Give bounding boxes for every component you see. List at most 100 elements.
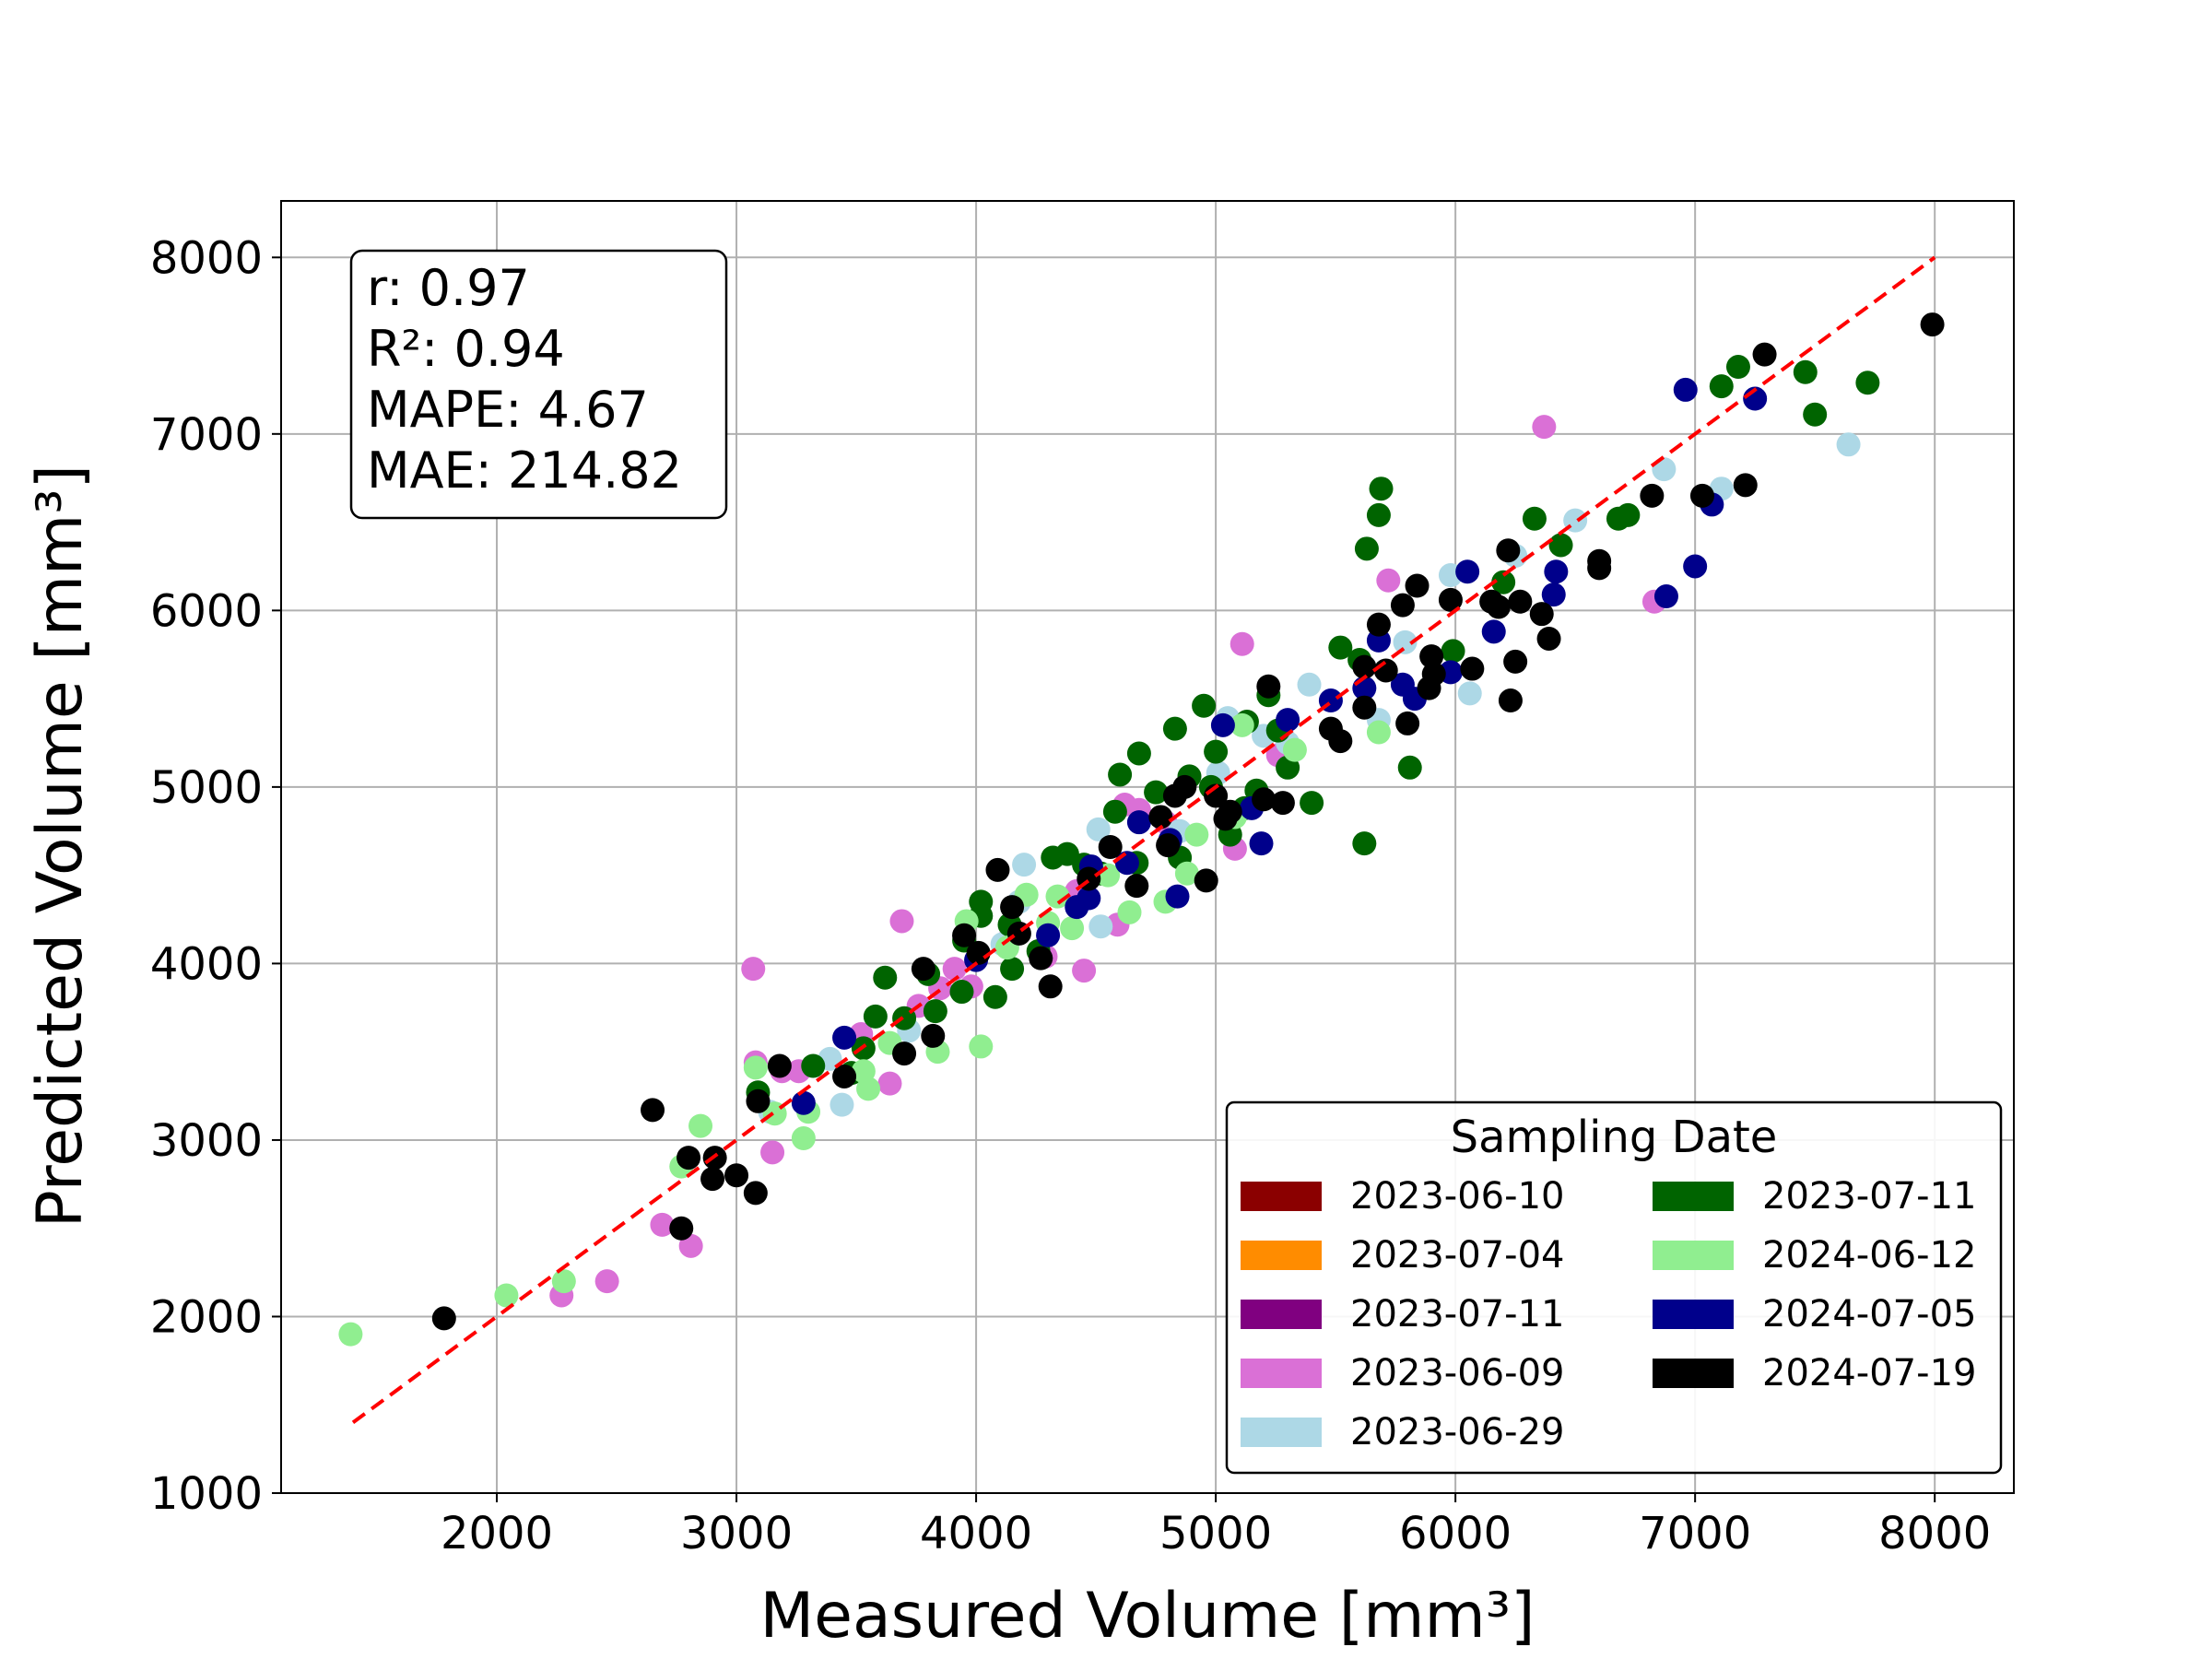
x-axis-ticks: 2000 3000 4000 5000 6000 7000 8000 bbox=[441, 1493, 1991, 1559]
data-point bbox=[1192, 693, 1217, 718]
data-point bbox=[1606, 506, 1630, 531]
legend-swatch bbox=[1653, 1241, 1734, 1270]
legend-label: 2024-07-05 bbox=[1762, 1293, 1976, 1335]
data-point bbox=[1438, 587, 1463, 612]
data-point bbox=[1172, 774, 1197, 799]
data-point bbox=[856, 1077, 881, 1101]
plot-frame bbox=[280, 200, 2015, 1494]
data-point bbox=[1270, 791, 1295, 816]
data-point bbox=[1165, 884, 1190, 909]
data-point bbox=[923, 999, 947, 1024]
legend-swatch bbox=[1241, 1241, 1322, 1270]
data-point bbox=[1393, 629, 1418, 654]
x-tick-label: 7000 bbox=[1639, 1508, 1751, 1559]
data-point bbox=[1000, 895, 1025, 920]
y-tick-label: 8000 bbox=[150, 232, 263, 284]
stat-r-squared: R²: 0.94 bbox=[367, 320, 565, 378]
data-point bbox=[1397, 755, 1422, 780]
data-point bbox=[1328, 635, 1353, 660]
data-point bbox=[969, 889, 994, 914]
legend: Sampling Date 2023-06-102023-07-042023-0… bbox=[1225, 1100, 2003, 1475]
data-point bbox=[1373, 658, 1398, 683]
data-point bbox=[1689, 483, 1714, 508]
legend-swatch bbox=[1241, 1182, 1322, 1211]
data-point bbox=[1282, 737, 1307, 762]
legend-title: Sampling Date bbox=[1451, 1112, 1778, 1163]
data-point bbox=[1077, 886, 1101, 911]
data-point bbox=[1124, 874, 1149, 899]
data-point bbox=[1503, 649, 1528, 674]
series-2024-06-12 bbox=[338, 712, 1391, 1347]
data-point bbox=[791, 1126, 816, 1151]
y-tick-label: 6000 bbox=[150, 585, 263, 637]
data-point bbox=[1733, 473, 1758, 498]
legend-swatch bbox=[1653, 1182, 1734, 1211]
data-point bbox=[746, 1088, 771, 1113]
data-point bbox=[830, 1092, 854, 1117]
series-2023-07-11 bbox=[746, 355, 1880, 1105]
data-point bbox=[1920, 312, 1945, 337]
data-point bbox=[1352, 831, 1377, 856]
data-point bbox=[1354, 536, 1379, 561]
data-point bbox=[892, 1041, 917, 1066]
legend-label: 2023-06-10 bbox=[1350, 1175, 1564, 1218]
y-tick-label: 7000 bbox=[150, 409, 263, 461]
data-point bbox=[1369, 477, 1394, 501]
data-point bbox=[743, 1055, 768, 1080]
stat-mape: MAPE: 4.67 bbox=[367, 381, 649, 439]
data-point bbox=[594, 1269, 619, 1294]
data-point bbox=[921, 1023, 946, 1048]
legend-label: 2023-07-11 bbox=[1350, 1293, 1564, 1335]
data-point bbox=[1156, 833, 1181, 858]
data-point bbox=[1522, 506, 1547, 531]
x-tick-label: 5000 bbox=[1159, 1508, 1272, 1559]
x-axis-label: Measured Volume [mm³] bbox=[759, 1580, 1535, 1653]
legend-label: 2024-07-19 bbox=[1762, 1352, 1976, 1394]
data-point bbox=[1390, 593, 1415, 618]
data-point bbox=[1376, 568, 1401, 593]
y-axis-ticks: 1000 2000 3000 4000 5000 6000 7000 8000 bbox=[150, 232, 281, 1520]
data-point bbox=[1683, 554, 1708, 579]
data-point bbox=[1249, 831, 1274, 856]
y-tick-label: 2000 bbox=[150, 1291, 263, 1343]
legend-label: 2023-07-11 bbox=[1762, 1175, 1976, 1218]
data-point bbox=[1117, 900, 1142, 924]
x-tick-label: 8000 bbox=[1878, 1508, 1991, 1559]
data-point bbox=[1038, 974, 1063, 999]
data-point bbox=[949, 980, 974, 1005]
data-point bbox=[1108, 762, 1133, 787]
data-point bbox=[1640, 483, 1665, 508]
data-point bbox=[1102, 799, 1127, 824]
x-tick-label: 2000 bbox=[441, 1508, 553, 1559]
data-point bbox=[1148, 805, 1173, 830]
x-tick-label: 3000 bbox=[680, 1508, 793, 1559]
data-point bbox=[1098, 835, 1123, 859]
y-tick-label: 4000 bbox=[150, 938, 263, 990]
data-point bbox=[1455, 559, 1480, 584]
data-point bbox=[1352, 695, 1377, 720]
data-point bbox=[1752, 342, 1777, 367]
data-point bbox=[767, 1053, 792, 1078]
data-point bbox=[1548, 533, 1573, 558]
legend-swatch bbox=[1653, 1359, 1734, 1388]
data-point bbox=[832, 1064, 857, 1088]
data-point bbox=[678, 1233, 703, 1258]
data-point bbox=[1498, 688, 1523, 713]
data-point bbox=[1366, 720, 1391, 745]
grid bbox=[281, 201, 2014, 1494]
data-point bbox=[1508, 589, 1533, 614]
data-point bbox=[911, 957, 935, 982]
data-point bbox=[1276, 708, 1300, 733]
data-point bbox=[952, 923, 977, 947]
data-point bbox=[494, 1283, 519, 1308]
data-point bbox=[1587, 556, 1612, 581]
x-tick-label: 6000 bbox=[1399, 1508, 1512, 1559]
data-point bbox=[650, 1212, 675, 1237]
data-point bbox=[688, 1113, 713, 1138]
data-point bbox=[1366, 502, 1391, 527]
data-point bbox=[1300, 791, 1324, 816]
data-point bbox=[1457, 681, 1482, 706]
data-point bbox=[1012, 853, 1037, 877]
data-point bbox=[985, 857, 1010, 882]
data-point bbox=[1174, 861, 1199, 886]
